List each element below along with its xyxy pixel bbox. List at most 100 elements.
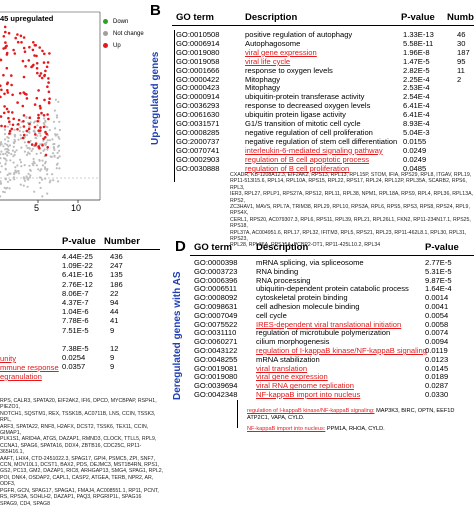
gene-number: 94 (110, 298, 119, 307)
p-value: 5.04E-3 (403, 127, 430, 137)
go-term: GO:0019081 (194, 363, 238, 373)
gene-number: 135 (110, 270, 123, 280)
volcano-point (57, 144, 61, 147)
go-term: GO:0061630 (176, 110, 220, 120)
volcano-point-up (48, 97, 51, 100)
p-value: 0.0094 (425, 337, 449, 347)
volcano-point-up (21, 136, 25, 140)
volcano-point (51, 173, 54, 176)
volcano-point-up (10, 83, 13, 87)
volcano-point (20, 165, 23, 168)
volcano-point (56, 156, 59, 159)
volcano-point (23, 141, 26, 144)
gene-number: 30 (457, 38, 466, 48)
gene-number: 22 (110, 288, 119, 298)
volcano-point (49, 155, 52, 158)
p-value: 2.77E-5 (425, 258, 452, 267)
volcano-point (16, 164, 19, 167)
volcano-point-up (16, 33, 19, 36)
volcano-point-up (22, 36, 26, 39)
go-description: cell cycle (256, 310, 287, 320)
panel-c-header-n: Number (104, 236, 140, 247)
go-description: cilium morphogenesis (256, 337, 330, 347)
p-value: 0.0123 (425, 354, 449, 364)
volcano-point (10, 153, 13, 156)
volcano-point-up (37, 129, 40, 132)
volcano-point (25, 116, 28, 119)
volcano-point (23, 150, 26, 153)
go-term: GO:0006396 (194, 275, 238, 285)
volcano-point (58, 149, 61, 152)
go-term: GO:0000914 (176, 92, 220, 102)
go-description: cell adhesion molecule binding (256, 302, 360, 311)
volcano-point-up (44, 136, 47, 139)
p-value: 4.44E-25 (62, 252, 93, 261)
go-description: mRNA stabilization (256, 354, 320, 364)
volcano-point (54, 134, 57, 137)
volcano-point (23, 179, 27, 182)
volcano-point (46, 139, 49, 142)
upregulated-count: 45 upregulated (0, 14, 54, 23)
volcano-point-up (4, 46, 7, 50)
volcano-point (51, 152, 55, 155)
volcano-point-up (38, 104, 42, 108)
volcano-point-up (36, 119, 39, 123)
go-description: viral gene expression (256, 372, 328, 382)
volcano-point (41, 195, 44, 198)
go-description: ubiquitin-protein transferase activity (245, 92, 365, 102)
panel-b-header-go: GO term (176, 12, 215, 23)
go-term: GO:0048255 (194, 354, 238, 364)
volcano-point (14, 166, 17, 169)
volcano-point-up (46, 85, 49, 88)
volcano-point (13, 178, 16, 181)
volcano-point (41, 159, 44, 162)
volcano-point-up (24, 65, 27, 68)
panel-d-vertical-label: Deregulated genes with AS (172, 271, 183, 400)
go-description: regulation of B cell proliferation (245, 163, 350, 173)
volcano-point-up (17, 118, 21, 122)
volcano-point (9, 172, 12, 175)
panel-b-gene-list: CXADR, KB-1208A12.3, EIF2AK2, RPS13, RPL… (230, 172, 474, 249)
volcano-point-up (2, 35, 6, 38)
p-value: 5.58E-11 (403, 38, 434, 48)
go-description: viral RNA genome replication (256, 381, 354, 391)
volcano-point-up (35, 62, 39, 65)
gene-list-line: CXADR, KB-1208A12.3, EIF2AK2, RPS13, RPL… (230, 172, 472, 178)
go-description: positive regulation of autophagy (245, 30, 353, 39)
volcano-point (18, 129, 21, 133)
volcano-point (39, 132, 42, 135)
volcano-point-up (35, 67, 39, 70)
volcano-point-up (33, 103, 37, 106)
panel-b-header-n: Numb (447, 12, 474, 23)
volcano-point (41, 178, 44, 181)
volcano-point (23, 177, 26, 180)
volcano-point-up (47, 81, 50, 84)
volcano-point (42, 149, 45, 152)
volcano-point-up (43, 52, 46, 56)
volcano-point-up (12, 117, 15, 121)
volcano-point (32, 121, 36, 124)
volcano-point (12, 145, 15, 148)
volcano-point (12, 155, 15, 158)
legend-label-down: Down (113, 19, 129, 25)
volcano-point-up (11, 111, 14, 114)
volcano-point (7, 151, 10, 154)
volcano-point (1, 153, 5, 156)
volcano-point (14, 169, 17, 172)
volcano-point (42, 139, 45, 142)
volcano-point (3, 128, 6, 131)
gene-number: 12 (110, 344, 119, 353)
volcano-point (36, 124, 39, 127)
panel-c-header-p: P-value (62, 236, 96, 247)
volcano-point-up (45, 65, 49, 69)
panel-b-bracket (174, 30, 177, 182)
volcano-point-up (39, 106, 42, 110)
go-description: negative regulation of cell proliferatio… (245, 127, 373, 137)
volcano-point (4, 138, 7, 141)
volcano-point (17, 172, 20, 175)
gene-number: 95 (457, 56, 466, 66)
go-term: GO:0075522 (194, 319, 238, 329)
volcano-point (19, 126, 22, 129)
volcano-point-up (47, 117, 50, 121)
gene-number: 186 (110, 279, 123, 289)
